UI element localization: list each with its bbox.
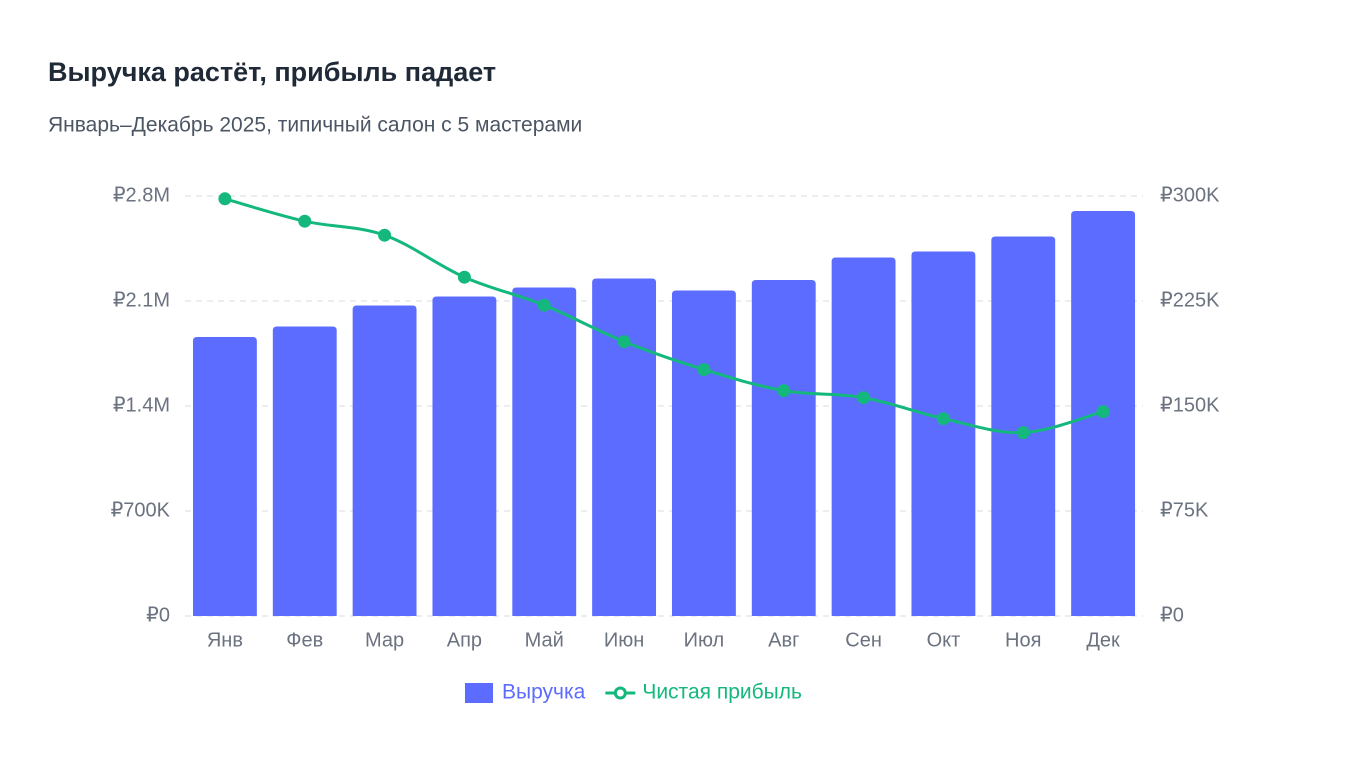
legend-label: Выручка — [502, 681, 586, 704]
line-point — [298, 214, 312, 228]
y-tick-label: ₽1.4M — [113, 394, 170, 416]
x-tick-label: Дек — [1086, 629, 1120, 651]
y-tick-label: ₽700K — [111, 499, 171, 521]
line-point — [617, 335, 631, 349]
line-point — [537, 298, 551, 312]
line-point — [1016, 426, 1030, 440]
line-point — [1096, 405, 1110, 419]
bar — [671, 290, 736, 616]
x-tick-label: Май — [525, 629, 564, 651]
x-tick-label: Окт — [927, 629, 961, 651]
line-point — [218, 192, 232, 206]
x-tick-label: Апр — [447, 629, 482, 651]
bar — [831, 257, 896, 616]
legend-swatch — [613, 686, 627, 700]
x-tick-label: Июн — [604, 629, 644, 651]
line-point — [378, 228, 392, 242]
legend-swatch — [465, 683, 493, 703]
bar — [512, 287, 577, 616]
y-tick-label: ₽2.1M — [113, 289, 170, 311]
y2-tick-label: ₽0 — [1160, 604, 1184, 626]
bar — [272, 326, 337, 616]
y2-tick-label: ₽225K — [1160, 289, 1220, 311]
bar — [352, 305, 417, 616]
x-tick-label: Авг — [768, 629, 799, 651]
line-point — [857, 391, 871, 405]
y-tick-label: ₽0 — [146, 604, 170, 626]
y2-tick-label: ₽150K — [1160, 394, 1220, 416]
line-point — [457, 270, 471, 284]
chart-title: Выручка растёт, прибыль падает — [48, 57, 496, 87]
legend-label: Чистая прибыль — [642, 681, 802, 704]
y-tick-label: ₽2.8M — [113, 184, 170, 206]
bar — [432, 296, 497, 616]
chart-subtitle: Январь–Декабрь 2025, типичный салон с 5 … — [48, 114, 582, 137]
bar — [911, 251, 976, 616]
x-tick-label: Мар — [365, 629, 404, 651]
x-tick-label: Июл — [684, 629, 725, 651]
y2-tick-label: ₽300K — [1160, 184, 1220, 206]
line-point — [777, 384, 791, 398]
line — [224, 197, 1104, 435]
x-tick-label: Янв — [207, 629, 243, 651]
y2-tick-label: ₽75K — [1160, 499, 1209, 521]
bar — [192, 337, 257, 616]
line-point — [936, 412, 950, 426]
x-tick-label: Сен — [845, 629, 882, 651]
x-tick-label: Ноя — [1005, 629, 1041, 651]
line-point — [697, 363, 711, 377]
x-tick-label: Фев — [286, 629, 323, 651]
bar — [592, 278, 657, 616]
bar — [751, 280, 816, 616]
